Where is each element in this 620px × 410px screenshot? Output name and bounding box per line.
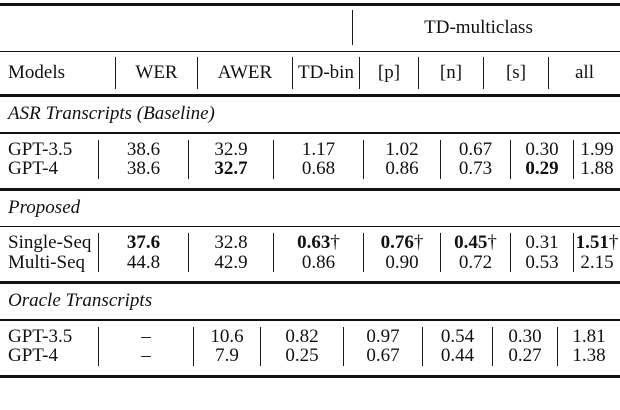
table-cell-p: 0.90 [363,253,440,273]
table-cell-wer: 38.6 [98,140,188,160]
table-cell-awer: 32.7 [188,159,273,179]
table-row-single-seq: Single-Seq 37.6 32.8 0.63 † 0.76 † 0.45 † 0… [0,233,620,253]
group-header-label: TD-multiclass [424,16,533,38]
section-rule [0,132,620,134]
column-header-n: [n] [418,57,483,90]
column-header-s: [s] [483,57,548,90]
table-cell-s: 0.27 [492,346,557,366]
header-bottom-rule [0,94,620,98]
group-header-spacer [0,10,352,45]
table-row-gpt4: GPT-4 38.6 32.7 0.68 0.86 0.73 0.29 1.88 [0,159,620,179]
section-proposed-rows: Single-Seq 37.6 32.8 0.63 † 0.76 † 0.45 † 0… [0,227,620,281]
table-cell-all: 1.51 † [573,233,620,253]
group-header-row: TD-multiclass [0,6,620,51]
table-cell-td-bin: 0.86 [273,253,363,273]
table-cell-s: 0.29 [510,159,573,179]
dagger-mark: † [608,232,619,254]
table-cell-p: 1.02 [363,140,440,160]
table-cell-td-bin: 1.17 [273,140,363,160]
table-cell-td-bin: 0.82 [260,327,343,347]
column-header-models: Models [8,62,65,84]
section-divider-rule [0,281,620,285]
bottom-rule [0,374,620,378]
model-name: GPT-3.5 [8,138,73,160]
table-cell-awer: 32.9 [188,140,273,160]
table-cell-s: 0.30 [510,140,573,160]
column-header-p: [p] [359,57,418,90]
dagger-mark: † [330,232,340,254]
table-cell-td-bin: 0.63 † [273,233,363,253]
model-name: GPT-4 [8,345,58,367]
table-cell-all: 1.99 [573,140,620,160]
table-cell-wer: – [98,327,193,347]
table-cell-n: 0.73 [440,159,510,179]
section-label-oracle: Oracle Transcripts [8,290,153,312]
section-rule [0,225,620,228]
section-label-proposed: Proposed [8,196,81,218]
table-row-oracle-gpt4: GPT-4 – 7.9 0.25 0.67 0.44 0.27 1.38 [0,346,620,366]
section-asr-baseline-rows: GPT-3.5 38.6 32.9 1.17 1.02 0.67 0.30 1.… [0,134,620,188]
header-separator-rule [0,51,620,53]
table-cell-wer: 37.6 [98,233,188,253]
top-rule [0,3,620,6]
dagger-mark: † [487,232,497,254]
model-name: GPT-3.5 [8,325,73,347]
table-cell-p: 0.67 [343,346,422,366]
column-header-wer: WER [115,57,197,90]
table-cell-s: 0.30 [492,327,557,347]
table-cell-awer: 32.8 [188,233,273,253]
table-cell-wer: 38.6 [98,159,188,179]
model-name: Single-Seq [8,232,92,254]
table-cell-s: 0.53 [510,253,573,273]
dagger-mark: † [413,232,424,254]
table-cell-awer: 42.9 [188,253,273,273]
table-row-multi-seq: Multi-Seq 44.8 42.9 0.86 0.90 0.72 0.53 … [0,253,620,273]
table-row-oracle-gpt35: GPT-3.5 – 10.6 0.82 0.97 0.54 0.30 1.81 [0,327,620,347]
table-cell-p: 0.97 [343,327,422,347]
table-cell-wer: 44.8 [98,253,188,273]
table-cell-s: 0.31 [510,233,573,253]
table-cell-p: 0.86 [363,159,440,179]
table-cell-n: 0.45 † [440,233,510,253]
column-header-td-bin: TD-bin [292,57,359,90]
table-cell-all: 1.81 [557,327,620,347]
group-header-td-multiclass: TD-multiclass [352,10,620,45]
table-cell-n: 0.72 [440,253,510,273]
table-cell-p: 0.76 † [363,233,440,253]
table-cell-td-bin: 0.25 [260,346,343,366]
section-rule [0,319,620,321]
table-cell-all: 1.38 [557,346,620,366]
model-name: Multi-Seq [8,251,86,273]
section-divider-rule [0,187,620,191]
column-header-awer: AWER [197,57,292,90]
section-oracle-rows: GPT-3.5 – 10.6 0.82 0.97 0.54 0.30 1.81 … [0,321,620,375]
table-cell-all: 1.88 [573,159,620,179]
model-name: GPT-4 [8,158,58,180]
table-row-gpt35: GPT-3.5 38.6 32.9 1.17 1.02 0.67 0.30 1.… [0,140,620,160]
table-cell-td-bin: 0.68 [273,159,363,179]
table-cell-awer: 7.9 [193,346,260,366]
table-cell-n: 0.67 [440,140,510,160]
table-cell-all: 2.15 [573,253,620,273]
table-cell-wer: – [98,346,193,366]
column-header-all: all [548,57,620,90]
section-label-asr-baseline: ASR Transcripts (Baseline) [8,103,215,125]
table-cell-n: 0.54 [422,327,492,347]
table-cell-awer: 10.6 [193,327,260,347]
table-cell-n: 0.44 [422,346,492,366]
column-header-row: Models WER AWER TD-bin [p] [n] [s] all [0,52,620,94]
